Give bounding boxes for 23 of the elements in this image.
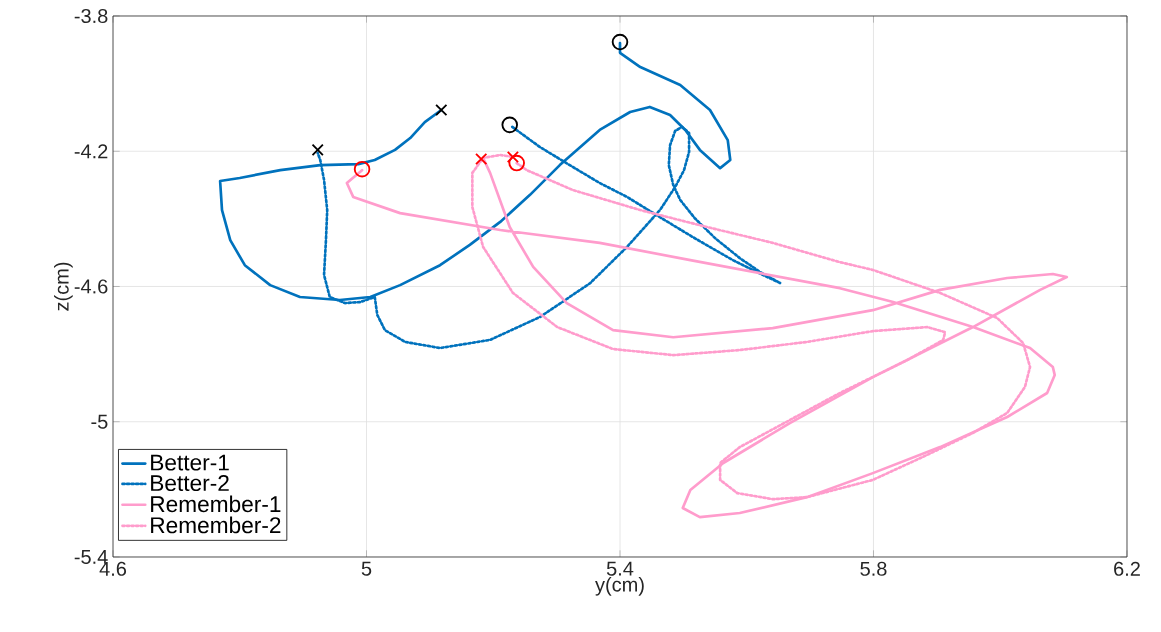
- x-axis-title: y(cm): [595, 577, 644, 596]
- y-axis-title: z(cm): [54, 262, 73, 311]
- legend-label: Remember-2: [151, 516, 281, 534]
- x-tick-label: 5.4: [606, 561, 634, 576]
- point: [501, 116, 519, 134]
- point: [508, 154, 525, 172]
- y-tick-label: -4.2: [74, 144, 108, 159]
- point: [611, 33, 629, 51]
- point: [475, 152, 488, 166]
- point: [506, 150, 520, 164]
- y-tick-label: -4.6: [74, 279, 108, 294]
- legend-label: Better-1: [151, 454, 229, 471]
- x-tick-label: 5.8: [860, 561, 887, 576]
- point: [435, 103, 448, 117]
- legend-label: Remember-1: [151, 495, 281, 513]
- point: [353, 160, 371, 178]
- point: [311, 143, 324, 157]
- y-tick-label: -5: [91, 414, 108, 429]
- x-tick-label: 6.2: [1114, 561, 1140, 576]
- y-tick-label: -3.8: [74, 8, 108, 24]
- line-series: [345, 156, 1069, 519]
- legend-label: Better-2: [151, 475, 229, 492]
- x-tick-label: 5: [361, 561, 372, 576]
